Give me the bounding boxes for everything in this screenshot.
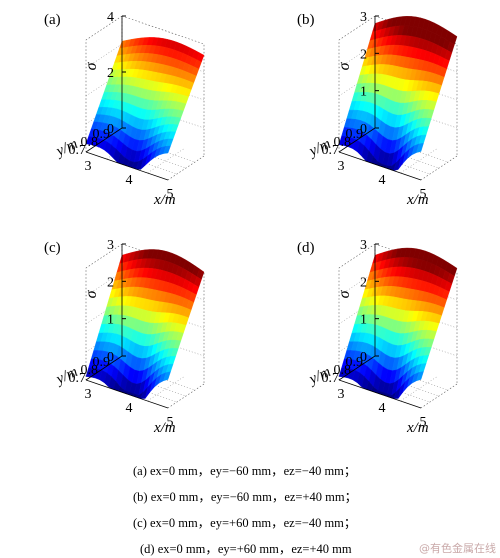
box-floor-right [167,383,205,409]
box-left-wall [85,243,123,380]
x-axis-label: x/m [406,420,429,436]
box-left-wall [338,243,376,380]
x-tick-label: 5 [167,415,174,430]
x-tick-label: 4 [126,173,133,188]
caption-d: (d) ex=0 mm，ey=+60 mm，ez=+40 mm [140,542,352,556]
caption-c: (c) ex=0 mm，ey=+60 mm，ez=−40 mm； [133,516,357,530]
surface-patch [416,142,424,153]
floor-grid-y [356,139,440,169]
floor-grid-y [94,373,178,403]
x-axis-line [338,151,422,181]
y-tick-label: 0.8 [334,135,352,150]
x-tick-label: 3 [85,159,92,174]
panel-tag: (d) [297,240,315,256]
y-tick-label: 0.8 [334,363,352,378]
floor-grid-y [94,145,178,175]
caption-a: (a) ex=0 mm，ey=−60 mm，ez=−40 mm； [133,464,357,478]
z-tick-label: 2 [107,66,114,81]
box-floor-right [420,383,458,409]
y-tick-label: 0.8 [81,363,99,378]
floor-grid-x [147,376,184,402]
y-tick-label: 0.7 [322,371,340,386]
z-axis-label: σ [83,289,100,298]
floor-grid-y [365,133,449,163]
surface-patch [163,145,171,154]
x-tick-label: 4 [379,173,386,188]
x-tick-label: 3 [85,387,92,402]
surface-patch [163,371,171,382]
x-axis-label: x/m [406,192,429,208]
floor-grid-x [147,148,184,174]
x-tick-label: 4 [379,401,386,416]
x-axis-line [85,151,169,181]
floor-grid-y [112,133,196,163]
floor-grid-y [356,367,440,397]
z-tick-label: 0 [107,122,114,137]
z-tick-label: 1 [360,85,367,100]
x-tick-label: 5 [420,415,427,430]
z-tick-label: 0 [107,350,114,365]
z-tick-label: 4 [107,10,114,25]
caption-b: (b) ex=0 mm，ey=−60 mm，ez=+40 mm； [133,490,358,504]
z-tick-label: 3 [107,238,114,253]
y-axis-line [85,127,123,153]
y-axis-line [338,355,376,381]
z-axis-label: σ [336,61,353,70]
box-left-wall [85,15,123,152]
floor-grid-y [103,139,187,169]
y-tick-label: 0.9 [346,355,364,370]
y-tick-label: 0.8 [81,135,99,150]
z-tick-label: 1 [360,313,367,328]
floor-grid-y [347,373,431,403]
x-tick-label: 4 [126,401,133,416]
x-axis-label: x/m [153,192,176,208]
box-floor-right [420,155,458,181]
x-tick-label: 3 [338,387,345,402]
z-tick-label: 2 [360,275,367,290]
panel-tag: (c) [44,240,61,256]
floor-grid-x [400,148,437,174]
panel-tag: (b) [297,12,315,28]
floor-grid-x [400,376,437,402]
y-tick-label: 0.9 [93,127,111,142]
panel-tag: (a) [44,12,61,28]
y-tick-label: 0.9 [93,355,111,370]
floor-grid-y [112,361,196,391]
y-tick-label: 0.7 [69,143,87,158]
floor-grid-y [347,145,431,175]
y-tick-label: 0.7 [322,143,340,158]
z-tick-label: 1 [107,313,114,328]
surface-patch [416,371,424,382]
z-tick-label: 2 [107,275,114,290]
z-tick-label: 0 [360,122,367,137]
box-left-wall [338,15,376,152]
floor-grid-y [103,367,187,397]
z-tick-label: 0 [360,350,367,365]
x-axis-line [85,379,169,409]
x-axis-label: x/m [153,420,176,436]
y-axis-line [85,355,123,381]
z-axis-label: σ [83,61,100,70]
box-floor-right [167,155,205,181]
watermark: @有色金属在线 [419,542,496,555]
y-axis-line [338,127,376,153]
z-axis-label: σ [336,289,353,298]
x-tick-label: 3 [338,159,345,174]
z-tick-label: 3 [360,238,367,253]
floor-grid-y [365,361,449,391]
y-tick-label: 0.9 [346,127,364,142]
z-tick-label: 3 [360,10,367,25]
x-tick-label: 5 [167,187,174,202]
x-tick-label: 5 [420,187,427,202]
z-tick-label: 2 [360,47,367,62]
y-tick-label: 0.7 [69,371,87,386]
x-axis-line [338,379,422,409]
